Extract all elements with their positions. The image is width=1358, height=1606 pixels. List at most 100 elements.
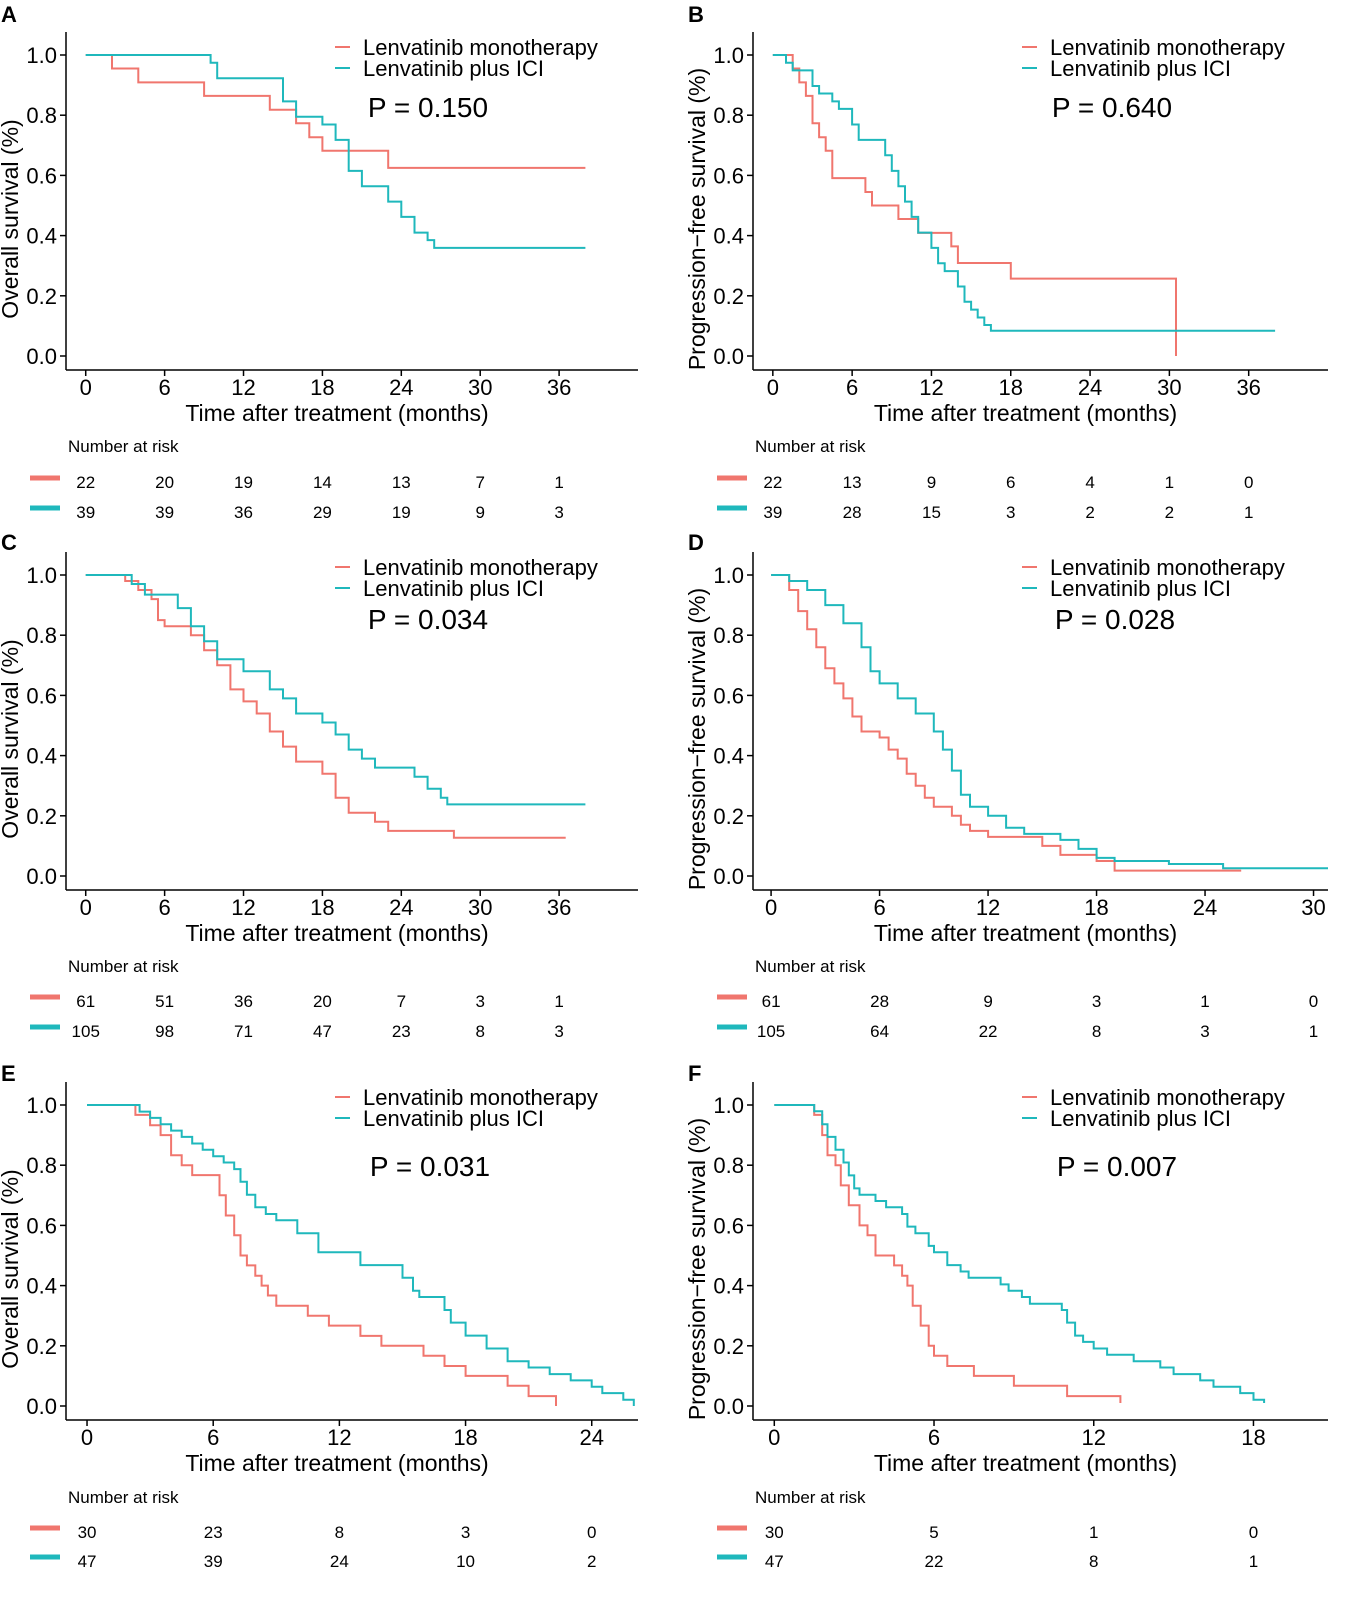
y-axis-title: Progression−free survival (%) bbox=[684, 588, 710, 890]
risk-count-mono: 9 bbox=[927, 473, 936, 492]
y-tick-label: 1.0 bbox=[26, 1093, 57, 1118]
risk-count-ici: 24 bbox=[330, 1552, 349, 1571]
legend-label-ici: Lenvatinib plus ICI bbox=[363, 56, 544, 81]
y-tick-label: 0.4 bbox=[713, 744, 744, 769]
x-tick-label: 24 bbox=[389, 375, 413, 400]
risk-count-ici: 64 bbox=[870, 1022, 889, 1041]
risk-count-mono: 3 bbox=[475, 992, 484, 1011]
risk-count-mono: 4 bbox=[1085, 473, 1094, 492]
risk-count-mono: 0 bbox=[1249, 1523, 1258, 1542]
x-tick-label: 24 bbox=[579, 1425, 603, 1450]
risk-count-ici: 3 bbox=[554, 1022, 563, 1041]
x-tick-label: 18 bbox=[453, 1425, 477, 1450]
risk-count-ici: 47 bbox=[765, 1552, 784, 1571]
x-tick-label: 18 bbox=[1241, 1425, 1265, 1450]
p-value: P = 0.150 bbox=[368, 92, 488, 123]
legend-label-ici: Lenvatinib plus ICI bbox=[363, 576, 544, 601]
y-axis-title: Progression−free survival (%) bbox=[684, 1118, 710, 1420]
y-tick-label: 1.0 bbox=[26, 563, 57, 588]
y-tick-label: 1.0 bbox=[713, 1093, 744, 1118]
x-tick-label: 36 bbox=[1236, 375, 1260, 400]
legend-label-ici: Lenvatinib plus ICI bbox=[363, 1106, 544, 1131]
y-tick-label: 0.4 bbox=[713, 1274, 744, 1299]
y-tick-label: 0.0 bbox=[713, 1394, 744, 1419]
risk-count-ici: 105 bbox=[757, 1022, 785, 1041]
legend-label-mono: Lenvatinib monotherapy bbox=[363, 35, 598, 60]
risk-count-ici: 39 bbox=[155, 503, 174, 522]
risk-count-ici: 98 bbox=[155, 1022, 174, 1041]
risk-count-ici: 28 bbox=[843, 503, 862, 522]
risk-count-mono: 36 bbox=[234, 992, 253, 1011]
y-tick-label: 0.2 bbox=[26, 804, 57, 829]
legend-label-mono: Lenvatinib monotherapy bbox=[363, 1085, 598, 1110]
x-tick-label: 12 bbox=[976, 895, 1000, 920]
y-tick-label: 1.0 bbox=[713, 563, 744, 588]
risk-count-ici: 71 bbox=[234, 1022, 253, 1041]
p-value: P = 0.007 bbox=[1057, 1151, 1177, 1182]
legend-label-mono: Lenvatinib monotherapy bbox=[1050, 1085, 1285, 1110]
y-tick-label: 0.2 bbox=[26, 284, 57, 309]
km-curve-mono bbox=[85, 574, 566, 839]
risk-count-ici: 29 bbox=[313, 503, 332, 522]
x-tick-label: 6 bbox=[207, 1425, 219, 1450]
legend-label-mono: Lenvatinib monotherapy bbox=[1050, 555, 1285, 580]
km-curve-ici bbox=[85, 54, 586, 249]
risk-count-ici: 19 bbox=[392, 503, 411, 522]
risk-count-ici: 3 bbox=[1200, 1022, 1209, 1041]
risk-count-mono: 3 bbox=[1092, 992, 1101, 1011]
risk-count-ici: 105 bbox=[72, 1022, 100, 1041]
y-tick-label: 0.8 bbox=[713, 103, 744, 128]
x-tick-label: 6 bbox=[873, 895, 885, 920]
y-tick-label: 0.8 bbox=[26, 1153, 57, 1178]
x-axis-title: Time after treatment (months) bbox=[874, 920, 1177, 946]
y-tick-label: 0.0 bbox=[713, 344, 744, 369]
risk-count-mono: 13 bbox=[843, 473, 862, 492]
x-tick-label: 0 bbox=[767, 375, 779, 400]
y-axis-title: Overall survival (%) bbox=[0, 1169, 23, 1368]
x-tick-label: 6 bbox=[846, 375, 858, 400]
x-tick-label: 12 bbox=[919, 375, 943, 400]
risk-count-mono: 13 bbox=[392, 473, 411, 492]
risk-count-mono: 3 bbox=[461, 1523, 470, 1542]
x-tick-label: 30 bbox=[1301, 895, 1325, 920]
y-tick-label: 0.8 bbox=[26, 103, 57, 128]
risk-count-mono: 0 bbox=[1309, 992, 1318, 1011]
panel-e: E 0.0 0.2 0.4 0.6 0.8 1.0 0 6 12 18 24 Time after tr… bbox=[0, 1061, 638, 1571]
x-tick-label: 0 bbox=[768, 1425, 780, 1450]
p-value: P = 0.031 bbox=[370, 1151, 490, 1182]
risk-count-ici: 8 bbox=[475, 1022, 484, 1041]
x-tick-label: 18 bbox=[1084, 895, 1108, 920]
panel-label: A bbox=[1, 2, 17, 27]
y-tick-label: 0.8 bbox=[713, 623, 744, 648]
risk-count-mono: 6 bbox=[1006, 473, 1015, 492]
risk-count-mono: 28 bbox=[870, 992, 889, 1011]
y-tick-label: 1.0 bbox=[26, 43, 57, 68]
y-axis-title: Overall survival (%) bbox=[0, 639, 23, 838]
x-tick-label: 12 bbox=[231, 375, 255, 400]
risk-count-mono: 23 bbox=[204, 1523, 223, 1542]
risk-count-mono: 1 bbox=[1200, 992, 1209, 1011]
x-axis-title: Time after treatment (months) bbox=[874, 400, 1177, 426]
risk-table-title: Number at risk bbox=[68, 437, 179, 456]
y-tick-label: 0.2 bbox=[26, 1334, 57, 1359]
risk-count-mono: 1 bbox=[1165, 473, 1174, 492]
x-tick-label: 30 bbox=[468, 895, 492, 920]
risk-count-ici: 10 bbox=[456, 1552, 475, 1571]
p-value: P = 0.034 bbox=[368, 604, 488, 635]
x-tick-label: 18 bbox=[999, 375, 1023, 400]
panel-a: A 0.0 0.2 0.4 0.6 0.8 1.0 0 6 12 18 24 30 36 Time afte… bbox=[0, 2, 638, 522]
p-value: P = 0.028 bbox=[1055, 604, 1175, 635]
risk-count-mono: 8 bbox=[335, 1523, 344, 1542]
risk-count-ici: 8 bbox=[1092, 1022, 1101, 1041]
risk-count-ici: 3 bbox=[554, 503, 563, 522]
y-tick-label: 0.6 bbox=[26, 683, 57, 708]
y-tick-label: 0.2 bbox=[713, 284, 744, 309]
x-tick-label: 12 bbox=[231, 895, 255, 920]
risk-count-mono: 22 bbox=[76, 473, 95, 492]
y-tick-label: 0.8 bbox=[26, 623, 57, 648]
risk-table-title: Number at risk bbox=[68, 957, 179, 976]
risk-count-mono: 30 bbox=[765, 1523, 784, 1542]
